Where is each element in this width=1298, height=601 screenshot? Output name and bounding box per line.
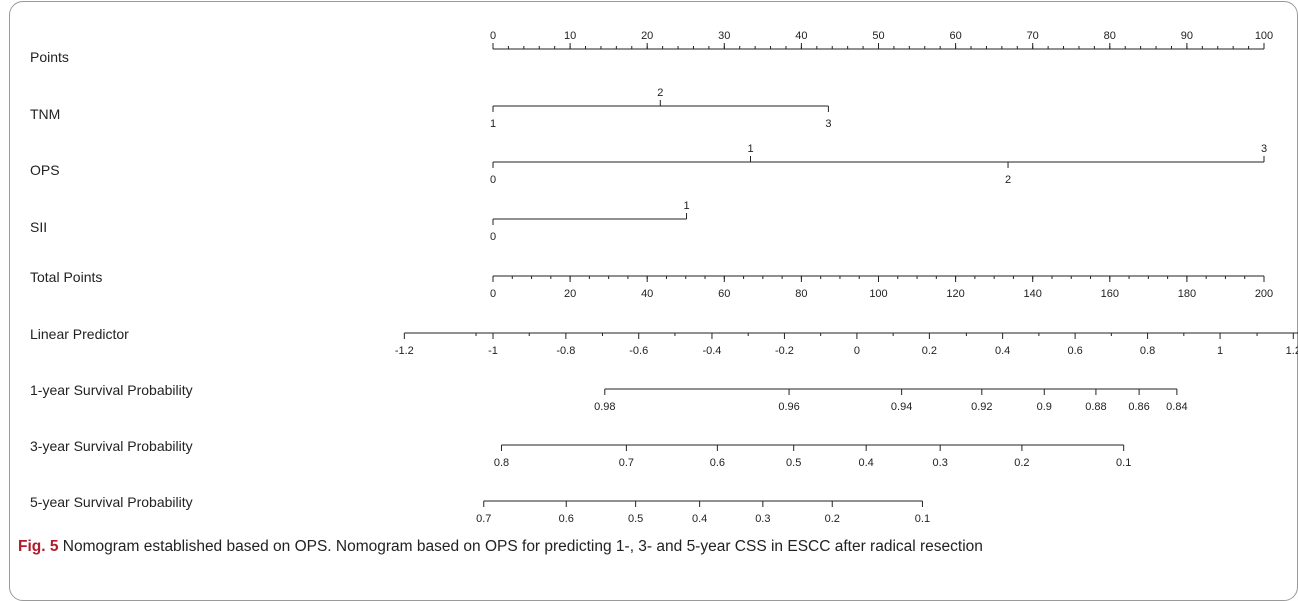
tick-label-total-points: 160 (1101, 288, 1119, 300)
tick-label-ops: 2 (1005, 174, 1011, 186)
tick-label-total-points: 0 (490, 288, 496, 300)
tick-label-5-year-survival-probability: 0.3 (755, 513, 770, 525)
tick-label-total-points: 140 (1024, 288, 1042, 300)
tick-label-points: 70 (1027, 30, 1039, 42)
row-label-ops: OPS (30, 162, 60, 178)
tick-label-total-points: 100 (869, 288, 887, 300)
tick-label-3-year-survival-probability: 0.2 (1014, 457, 1029, 469)
tick-label-3-year-survival-probability: 0.8 (494, 457, 509, 469)
tick-label-tnm: 2 (657, 87, 663, 99)
tick-label-sii: 0 (490, 231, 496, 243)
row-label-3-year-survival-probability: 3-year Survival Probability (30, 438, 193, 454)
tick-label-points: 0 (490, 30, 496, 42)
tick-label-points: 40 (795, 30, 807, 42)
tick-label-total-points: 120 (946, 288, 964, 300)
tick-label-points: 100 (1255, 30, 1273, 42)
tick-label-5-year-survival-probability: 0.7 (476, 513, 491, 525)
tick-label-total-points: 80 (795, 288, 807, 300)
tick-label-points: 50 (872, 30, 884, 42)
tick-label-5-year-survival-probability: 0.4 (692, 513, 707, 525)
row-label-tnm: TNM (30, 106, 60, 122)
tick-label-1-year-survival-probability: 0.86 (1128, 401, 1149, 413)
tick-label-3-year-survival-probability: 0.3 (933, 457, 948, 469)
tick-label-5-year-survival-probability: 0.1 (915, 513, 930, 525)
tick-label-3-year-survival-probability: 0.7 (619, 457, 634, 469)
tick-label-ops: 0 (490, 174, 496, 186)
tick-label-5-year-survival-probability: 0.2 (825, 513, 840, 525)
tick-label-sii: 1 (683, 200, 689, 212)
tick-label-points: 30 (718, 30, 730, 42)
row-label-total-points: Total Points (30, 269, 102, 285)
tick-label-linear-predictor: -0.2 (775, 345, 794, 357)
tick-label-5-year-survival-probability: 0.5 (628, 513, 643, 525)
tick-label-linear-predictor: 0 (854, 345, 860, 357)
tick-label-total-points: 60 (718, 288, 730, 300)
tick-label-linear-predictor: 1 (1217, 345, 1223, 357)
caption-text: Nomogram established based on OPS. Nomog… (62, 538, 983, 555)
row-label-sii: SII (30, 219, 47, 235)
tick-label-total-points: 40 (641, 288, 653, 300)
tick-label-points: 80 (1104, 30, 1116, 42)
tick-label-tnm: 1 (490, 118, 496, 130)
tick-label-1-year-survival-probability: 0.84 (1166, 401, 1187, 413)
tick-label-linear-predictor: -1 (488, 345, 498, 357)
tick-label-1-year-survival-probability: 0.88 (1085, 401, 1106, 413)
figure-label: Fig. 5 (18, 538, 59, 555)
row-label-linear-predictor: Linear Predictor (30, 326, 129, 342)
tick-label-ops: 1 (747, 143, 753, 155)
tick-label-linear-predictor: 0.4 (995, 345, 1010, 357)
tick-label-3-year-survival-probability: 0.1 (1116, 457, 1131, 469)
tick-label-points: 60 (949, 30, 961, 42)
tick-label-3-year-survival-probability: 0.6 (710, 457, 725, 469)
tick-label-total-points: 180 (1178, 288, 1196, 300)
tick-label-linear-predictor: 0.8 (1140, 345, 1155, 357)
tick-label-total-points: 200 (1255, 288, 1273, 300)
tick-label-linear-predictor: 0.6 (1067, 345, 1082, 357)
tick-label-linear-predictor: -0.6 (629, 345, 648, 357)
tick-label-points: 20 (641, 30, 653, 42)
row-label-5-year-survival-probability: 5-year Survival Probability (30, 494, 193, 510)
tick-label-linear-predictor: -0.4 (702, 345, 721, 357)
tick-label-points: 90 (1181, 30, 1193, 42)
tick-label-5-year-survival-probability: 0.6 (559, 513, 574, 525)
figure-caption: Fig. 5 Nomogram established based on OPS… (18, 538, 983, 556)
tick-label-tnm: 3 (825, 118, 831, 130)
tick-label-linear-predictor: -1.2 (395, 345, 414, 357)
row-label-1-year-survival-probability: 1-year Survival Probability (30, 382, 193, 398)
tick-label-points: 10 (564, 30, 576, 42)
tick-label-3-year-survival-probability: 0.4 (859, 457, 874, 469)
tick-label-1-year-survival-probability: 0.98 (594, 401, 615, 413)
tick-label-total-points: 20 (564, 288, 576, 300)
tick-label-1-year-survival-probability: 0.94 (891, 401, 912, 413)
tick-label-linear-predictor: 1.2 (1286, 345, 1298, 357)
tick-label-ops: 3 (1261, 143, 1267, 155)
tick-label-1-year-survival-probability: 0.92 (971, 401, 992, 413)
row-label-points: Points (30, 49, 69, 65)
tick-label-1-year-survival-probability: 0.9 (1037, 401, 1052, 413)
tick-label-linear-predictor: -0.8 (556, 345, 575, 357)
tick-label-1-year-survival-probability: 0.96 (778, 401, 799, 413)
tick-label-linear-predictor: 0.2 (922, 345, 937, 357)
tick-label-3-year-survival-probability: 0.5 (786, 457, 801, 469)
